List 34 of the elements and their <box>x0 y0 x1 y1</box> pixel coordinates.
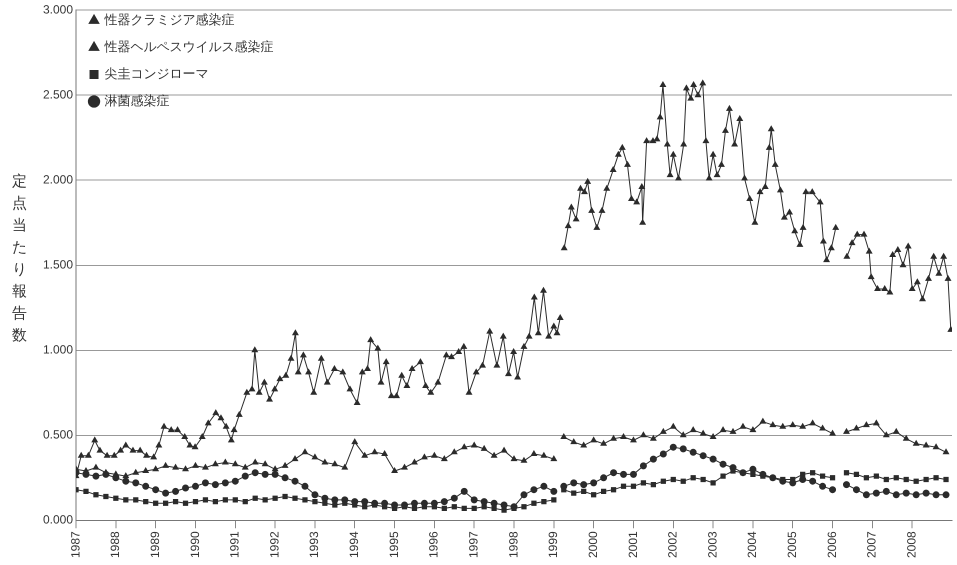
x-tick-label: 2001 <box>626 530 640 558</box>
y-tick-label: 0.000 <box>43 512 74 527</box>
x-tick-label: 2000 <box>586 530 600 558</box>
x-tick-label: 2008 <box>904 530 918 558</box>
legend-label: 尖圭コンジローマ <box>104 66 209 82</box>
x-tick-label: 1999 <box>546 530 560 558</box>
y-tick-label: 2.500 <box>43 88 74 102</box>
legend-label: 性器クラミジア感染症 <box>104 12 235 28</box>
legend-label: 性器ヘルペスウイルス感染症 <box>104 39 274 54</box>
legend-label: 淋菌感染症 <box>104 93 170 108</box>
x-tick-label: 1992 <box>267 530 282 558</box>
x-tick-label: 1987 <box>68 530 82 558</box>
y-tick-label: 2.000 <box>43 172 74 187</box>
x-tick-label: 2004 <box>745 530 760 558</box>
x-tick-label: 2005 <box>785 530 800 558</box>
x-tick-label: 1990 <box>188 530 202 558</box>
x-tick-label: 1988 <box>108 530 122 558</box>
y-tick-label: 3.000 <box>43 2 74 17</box>
x-tick-label: 1998 <box>506 530 520 558</box>
x-tick-label: 1995 <box>386 530 401 558</box>
y-axis-title: 定点当たり報告数 <box>12 171 28 346</box>
x-tick-label: 2003 <box>705 530 720 558</box>
x-tick-label: 1994 <box>347 530 362 558</box>
x-tick-label: 1996 <box>426 530 441 558</box>
x-tick-label: 1993 <box>307 530 322 558</box>
x-tick-label: 2002 <box>666 530 680 558</box>
x-tick-label: 1997 <box>466 530 481 558</box>
y-tick-label: 1.500 <box>43 258 74 272</box>
x-tick-label: 2007 <box>864 530 879 558</box>
y-tick-label: 0.500 <box>43 428 74 442</box>
x-tick-label: 2006 <box>824 530 839 558</box>
y-tick-label: 1.000 <box>43 342 74 357</box>
x-tick-label: 1991 <box>228 530 242 558</box>
x-tick-label: 1989 <box>148 530 162 558</box>
